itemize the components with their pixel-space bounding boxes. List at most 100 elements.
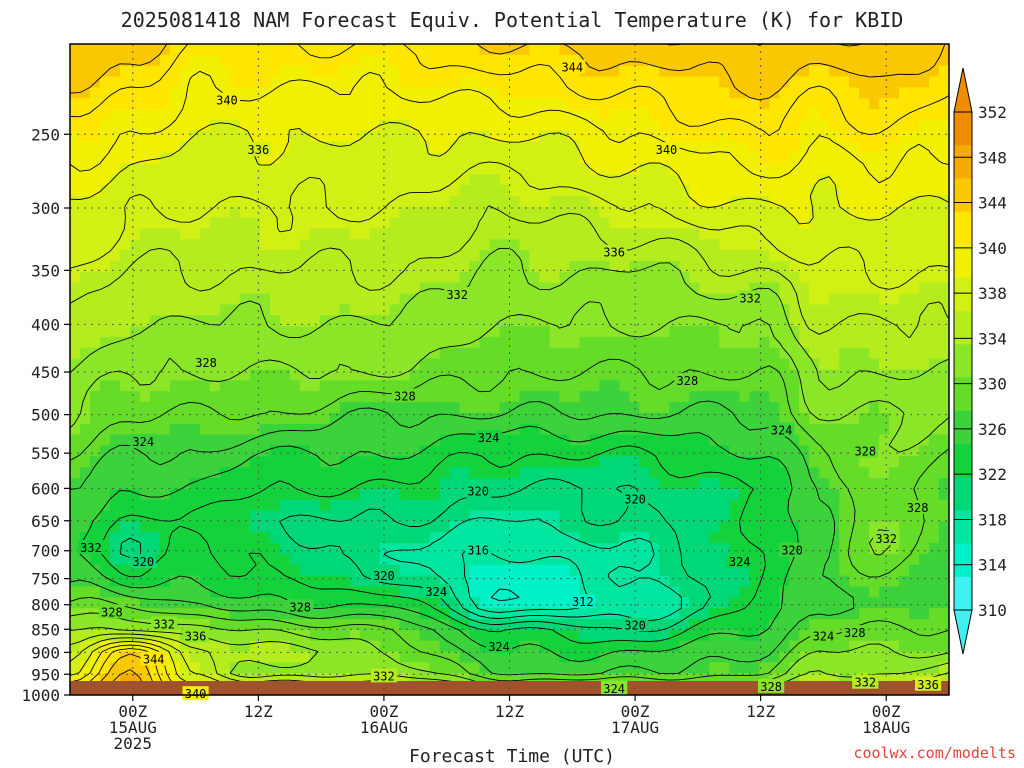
heatmap-cell bbox=[749, 640, 760, 653]
heatmap-cell bbox=[819, 304, 830, 316]
heatmap-cell bbox=[509, 271, 521, 284]
heatmap-cell bbox=[729, 54, 740, 67]
heatmap-cell bbox=[699, 597, 710, 609]
heatmap-cell bbox=[939, 174, 949, 186]
heatmap-cell bbox=[829, 293, 840, 305]
heatmap-cell bbox=[309, 347, 321, 360]
heatmap-cell bbox=[199, 380, 211, 392]
heatmap-cell bbox=[609, 380, 620, 392]
heatmap-cell bbox=[529, 402, 541, 414]
heatmap-cell bbox=[139, 315, 151, 327]
heatmap-cell bbox=[159, 521, 171, 533]
heatmap-cell bbox=[179, 76, 191, 88]
heatmap-cell bbox=[589, 423, 600, 436]
heatmap-cell bbox=[399, 553, 411, 566]
heatmap-cell bbox=[809, 488, 820, 501]
heatmap-cell bbox=[469, 510, 481, 522]
heatmap-cell bbox=[179, 65, 191, 78]
heatmap-cell bbox=[789, 391, 800, 403]
heatmap-cell bbox=[579, 163, 591, 175]
heatmap-cell bbox=[619, 163, 630, 175]
heatmap-cell bbox=[259, 152, 271, 164]
heatmap-cell bbox=[129, 336, 141, 349]
heatmap-cell bbox=[259, 456, 271, 468]
heatmap-cell bbox=[739, 152, 750, 164]
heatmap-cell bbox=[209, 304, 221, 316]
heatmap-cell bbox=[619, 445, 630, 457]
heatmap-cell bbox=[229, 141, 241, 154]
heatmap-cell bbox=[459, 54, 471, 67]
heatmap-cell bbox=[779, 195, 790, 208]
heatmap-cell bbox=[849, 65, 860, 78]
heatmap-cell bbox=[229, 206, 241, 219]
heatmap-cell bbox=[719, 228, 730, 240]
heatmap-cell bbox=[339, 250, 351, 262]
heatmap-cell bbox=[199, 488, 211, 501]
heatmap-cell bbox=[89, 434, 101, 447]
heatmap-cell bbox=[809, 347, 820, 360]
heatmap-cell bbox=[399, 532, 411, 544]
heatmap-cell bbox=[719, 163, 730, 175]
heatmap-cell bbox=[159, 336, 171, 349]
heatmap-cell bbox=[79, 532, 91, 544]
heatmap-cell bbox=[799, 347, 810, 360]
heatmap-cell bbox=[89, 521, 101, 533]
heatmap-cell bbox=[219, 185, 231, 197]
heatmap-cell bbox=[809, 586, 820, 598]
heatmap-cell bbox=[219, 640, 231, 653]
heatmap-cell bbox=[99, 185, 111, 197]
heatmap-cell bbox=[669, 315, 680, 327]
heatmap-cell bbox=[299, 412, 311, 425]
heatmap-cell bbox=[769, 130, 780, 143]
heatmap-cell bbox=[759, 87, 770, 99]
heatmap-cell bbox=[119, 456, 131, 468]
heatmap-cell bbox=[809, 119, 820, 132]
heatmap-cell bbox=[839, 640, 850, 653]
heatmap-cell bbox=[159, 304, 171, 316]
heatmap-cell bbox=[599, 174, 610, 186]
heatmap-cell bbox=[749, 326, 760, 338]
heatmap-cell bbox=[559, 575, 571, 588]
heatmap-cell bbox=[389, 543, 401, 555]
heatmap-cell bbox=[189, 76, 201, 88]
heatmap-cell bbox=[339, 109, 351, 121]
heatmap-cell bbox=[289, 488, 301, 501]
heatmap-cell bbox=[709, 76, 720, 88]
heatmap-cell bbox=[549, 543, 561, 555]
heatmap-cell bbox=[349, 76, 361, 88]
heatmap-cell bbox=[279, 553, 291, 566]
heatmap-cell bbox=[299, 456, 311, 468]
heatmap-cell bbox=[109, 391, 121, 403]
heatmap-cell bbox=[809, 336, 820, 349]
heatmap-cell bbox=[559, 174, 571, 186]
heatmap-cell bbox=[699, 575, 710, 588]
heatmap-cell bbox=[449, 619, 461, 631]
heatmap-cell bbox=[309, 54, 321, 67]
heatmap-cell bbox=[329, 109, 341, 121]
heatmap-cell bbox=[89, 217, 101, 230]
heatmap-cell bbox=[349, 293, 361, 305]
heatmap-cell bbox=[909, 336, 920, 349]
heatmap-cell bbox=[499, 119, 511, 132]
heatmap-cell bbox=[639, 228, 650, 240]
heatmap-cell bbox=[209, 499, 221, 512]
heatmap-cell bbox=[499, 608, 511, 620]
heatmap-cell bbox=[639, 358, 650, 371]
heatmap-cell bbox=[859, 499, 870, 512]
heatmap-cell bbox=[879, 412, 890, 425]
heatmap-cell bbox=[349, 369, 361, 381]
heatmap-cell bbox=[769, 543, 780, 555]
heatmap-cell bbox=[569, 261, 581, 273]
heatmap-cell bbox=[759, 434, 770, 447]
heatmap-cell bbox=[369, 380, 381, 392]
heatmap-cell bbox=[709, 553, 720, 566]
heatmap-cell bbox=[70, 54, 81, 67]
heatmap-cell bbox=[639, 564, 650, 577]
heatmap-cell bbox=[389, 423, 401, 436]
heatmap-cell bbox=[639, 575, 650, 588]
heatmap-cell bbox=[469, 315, 481, 327]
heatmap-cell bbox=[449, 586, 461, 598]
heatmap-cell bbox=[749, 564, 760, 577]
heatmap-cell bbox=[239, 510, 251, 522]
heatmap-cell bbox=[449, 510, 461, 522]
